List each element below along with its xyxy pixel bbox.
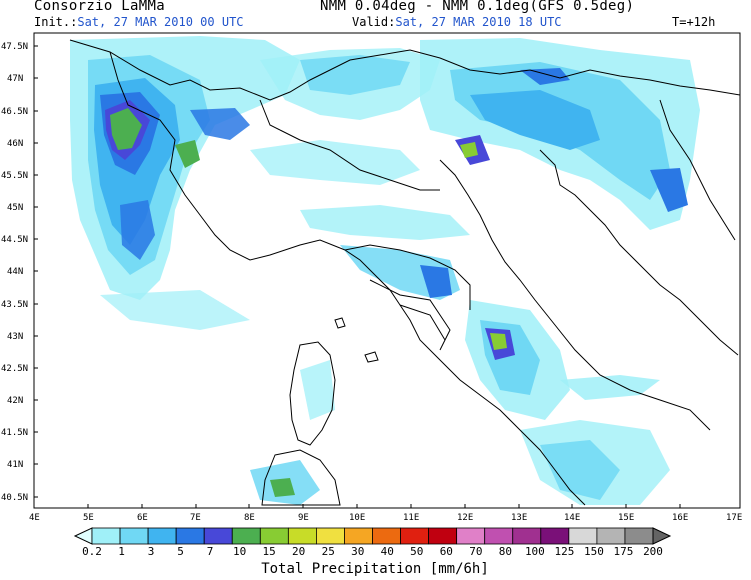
lon-label: 17E	[726, 513, 742, 523]
colorbar-swatch	[91, 527, 121, 545]
lat-label: 45.5N	[1, 171, 28, 181]
colorbar-swatch	[540, 527, 570, 545]
colorbar-title: Total Precipitation [mm/6h]	[261, 561, 489, 577]
lat-label: 40.5N	[1, 493, 28, 503]
colorbar-label: 10	[233, 545, 246, 558]
org-title: Consorzio LaMMa	[34, 0, 165, 14]
colorbar-swatch	[344, 527, 373, 545]
lon-label: 5E	[83, 513, 94, 523]
lat-label: 42N	[7, 396, 23, 406]
precip-field	[70, 36, 700, 505]
lat-label: 46N	[7, 139, 23, 149]
colorbar-label: 20	[292, 545, 305, 558]
colorbar-swatch	[484, 527, 514, 545]
colorbar-swatch	[596, 527, 626, 545]
colorbar-max-triangle	[652, 527, 672, 545]
colorbar-label: 150	[584, 545, 604, 558]
init-value: Sat, 27 MAR 2010 00 UTC	[77, 15, 244, 29]
colorbar-label: 200	[643, 545, 663, 558]
lat-label: 44.5N	[1, 235, 28, 245]
colorbar: 0.2 1 3 5 7 10 15 20 25 30 40 50 60 70 80 100 125 150 175 2…	[73, 527, 672, 577]
colorbar-swatch	[203, 527, 233, 545]
lat-label: 42.5N	[1, 364, 28, 374]
colorbar-swatch	[175, 527, 205, 545]
colorbar-label: 30	[351, 545, 364, 558]
colorbar-swatch	[428, 527, 458, 545]
lat-label: 47.5N	[1, 42, 28, 52]
colorbar-swatch	[456, 527, 486, 545]
colorbar-label: 3	[148, 545, 155, 558]
lon-axis: 4E 5E 6E 7E 8E 9E 10E 11E 12E 13E 14E 15…	[29, 504, 742, 523]
lat-label: 41N	[7, 460, 23, 470]
colorbar-label: 100	[525, 545, 545, 558]
init-time: Init.:Sat, 27 MAR 2010 00 UTC	[34, 15, 244, 29]
colorbar-swatch	[119, 527, 149, 545]
lon-label: 10E	[349, 513, 365, 523]
lon-label: 6E	[137, 513, 148, 523]
lat-label: 46.5N	[1, 107, 28, 117]
lon-label: 4E	[29, 513, 40, 523]
colorbar-label: 15	[263, 545, 276, 558]
colorbar-label: 125	[554, 545, 574, 558]
colorbar-label: 40	[381, 545, 394, 558]
lat-label: 43N	[7, 332, 23, 342]
colorbar-label: 0.2	[82, 545, 102, 558]
colorbar-label: 70	[469, 545, 482, 558]
colorbar-min-triangle	[73, 527, 93, 545]
colorbar-swatch	[259, 527, 289, 545]
colorbar-swatch	[287, 527, 317, 545]
lon-label: 15E	[618, 513, 634, 523]
lead-time: T=+12h	[672, 15, 716, 29]
lat-label: 47N	[7, 74, 23, 84]
valid-time: Valid:Sat, 27 MAR 2010 18 UTC	[352, 15, 562, 29]
lat-label: 44N	[7, 267, 23, 277]
lon-label: 11E	[403, 513, 419, 523]
lon-label: 12E	[457, 513, 473, 523]
lon-label: 16E	[672, 513, 688, 523]
coastlines	[69, 39, 740, 506]
colorbar-label: 60	[440, 545, 453, 558]
colorbar-swatch	[372, 527, 401, 545]
valid-label: Valid:	[352, 15, 396, 29]
colorbar-swatch	[315, 527, 345, 545]
lat-label: 41.5N	[1, 428, 28, 438]
lat-label: 45N	[7, 203, 23, 213]
colorbar-swatch	[231, 527, 261, 545]
colorbar-label: 50	[410, 545, 423, 558]
colorbar-swatch	[400, 527, 429, 545]
colorbar-swatch	[512, 527, 542, 545]
lat-axis: 47.5N 47N 46.5N 46N 45.5N 45N 44.5N 44N …	[1, 42, 38, 503]
lon-label: 7E	[190, 513, 201, 523]
colorbar-swatch	[568, 527, 598, 545]
colorbar-label: 25	[322, 545, 335, 558]
colorbar-label: 80	[499, 545, 512, 558]
colorbar-label: 175	[614, 545, 634, 558]
colorbar-label: 5	[177, 545, 184, 558]
colorbar-swatch	[624, 527, 654, 545]
lon-label: 8E	[244, 513, 255, 523]
init-label: Init.:	[34, 15, 78, 29]
lon-label: 14E	[564, 513, 580, 523]
colorbar-label: 7	[207, 545, 214, 558]
valid-value: Sat, 27 MAR 2010 18 UTC	[395, 15, 562, 29]
lon-label: 13E	[511, 513, 527, 523]
model-title: NMM 0.04deg - NMM 0.1deg(GFS 0.5deg)	[320, 0, 635, 14]
lat-label: 43.5N	[1, 300, 28, 310]
lon-label: 9E	[298, 513, 309, 523]
colorbar-label: 1	[118, 545, 125, 558]
colorbar-swatch	[147, 527, 177, 545]
